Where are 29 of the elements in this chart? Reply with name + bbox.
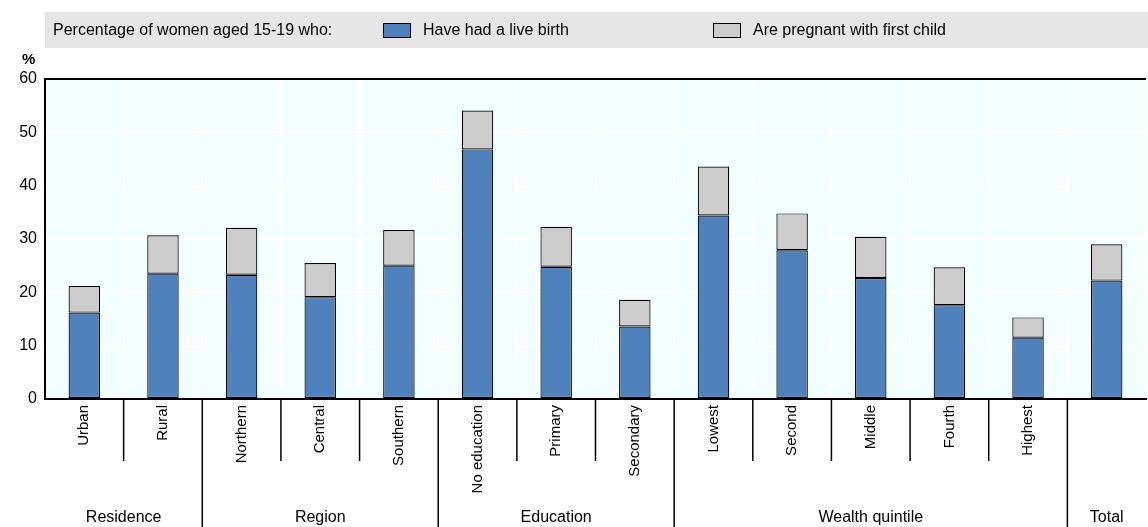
y-tick-label: 40: [19, 176, 38, 194]
y-tick-label: 60: [19, 69, 38, 87]
y-tick-label: 0: [28, 389, 38, 407]
x-tick-label: Secondary: [624, 404, 642, 477]
text: Wealth quintile: [818, 508, 924, 526]
x-tick-label: Southern: [389, 405, 407, 466]
x-tick-label: Second: [782, 405, 800, 456]
text: Total: [1089, 508, 1124, 526]
x-tick-label: Lowest: [703, 404, 721, 453]
y-tick-label: 30: [19, 229, 38, 247]
x-tick-label: No education: [467, 405, 485, 494]
legend-label: Are pregnant with first child: [753, 21, 946, 39]
text: Region: [294, 508, 346, 526]
y-tick-label: 50: [19, 122, 38, 140]
x-tick-label: Highest: [1018, 404, 1036, 456]
x-tick-label: Middle: [860, 405, 878, 450]
text: Residence: [85, 508, 162, 526]
y-axis-title: %: [22, 50, 36, 67]
legend-title: Percentage of women aged 15-19 who:: [53, 21, 334, 39]
y-tick-label: 10: [19, 336, 38, 354]
x-tick-label: Urban: [74, 405, 92, 446]
x-tick-label: Rural: [153, 405, 171, 441]
x-tick-label: Northern: [231, 405, 249, 464]
y-tick-label: 20: [19, 282, 38, 300]
x-tick-label: Fourth: [939, 405, 957, 449]
x-tick-label: Central: [310, 405, 328, 454]
legend-label: Have had a live birth: [423, 21, 569, 39]
x-tick-label: Primary: [546, 404, 564, 457]
text: Education: [520, 508, 592, 526]
